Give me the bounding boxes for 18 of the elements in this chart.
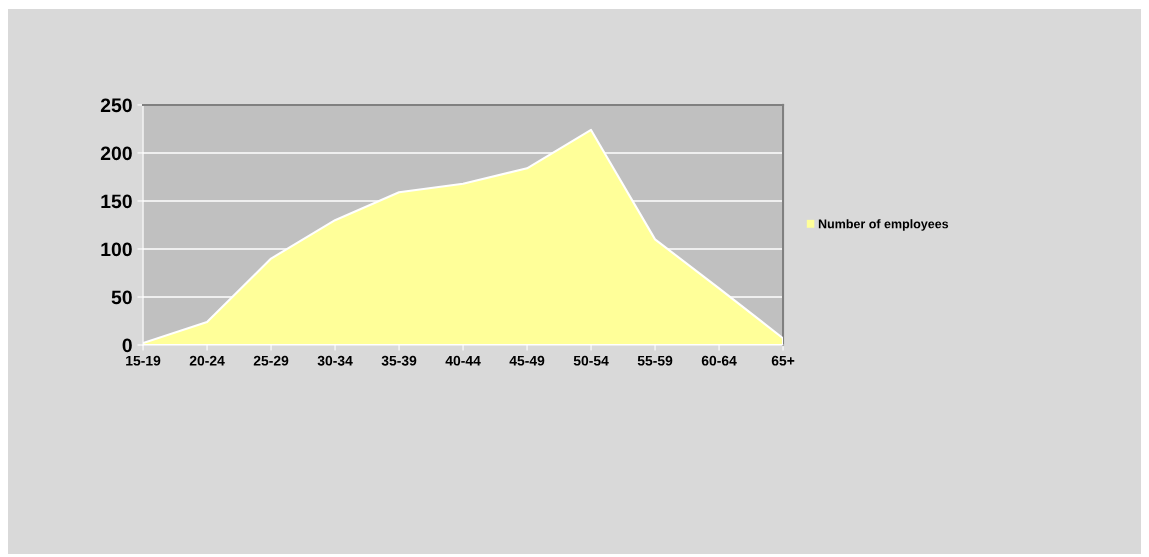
y-tick-label: 250: [100, 98, 132, 113]
x-tick-label: 15-19: [126, 355, 161, 366]
y-tick-label: 0: [122, 338, 132, 353]
legend-label: Number of employees: [818, 219, 949, 231]
x-tick-label: 20-24: [189, 355, 225, 366]
x-tick-label: 55-59: [637, 355, 673, 366]
x-tick-label: 40-44: [445, 355, 481, 366]
x-tick-label: 65+: [771, 355, 795, 366]
x-tick-label: 45-49: [509, 355, 545, 366]
y-tick-label: 50: [111, 290, 132, 305]
x-tick-label: 50-54: [573, 355, 609, 366]
y-tick-label: 100: [101, 242, 132, 257]
x-tick-label: 60-64: [701, 355, 737, 366]
y-tick-label: 200: [100, 146, 132, 161]
x-tick-label: 25-29: [253, 355, 289, 366]
y-tick-label: 150: [101, 194, 132, 209]
x-tick-label: 35-39: [381, 355, 417, 366]
x-tick-label: 30-34: [317, 355, 353, 366]
